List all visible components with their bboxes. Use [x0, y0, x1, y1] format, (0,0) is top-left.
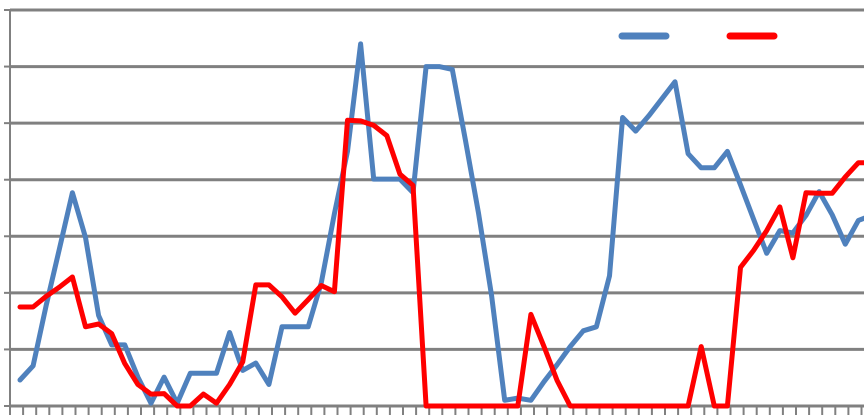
axes	[4, 9, 864, 415]
series-line-1	[17, 41, 864, 406]
series-lines	[17, 41, 864, 409]
series-line-2	[17, 117, 864, 409]
